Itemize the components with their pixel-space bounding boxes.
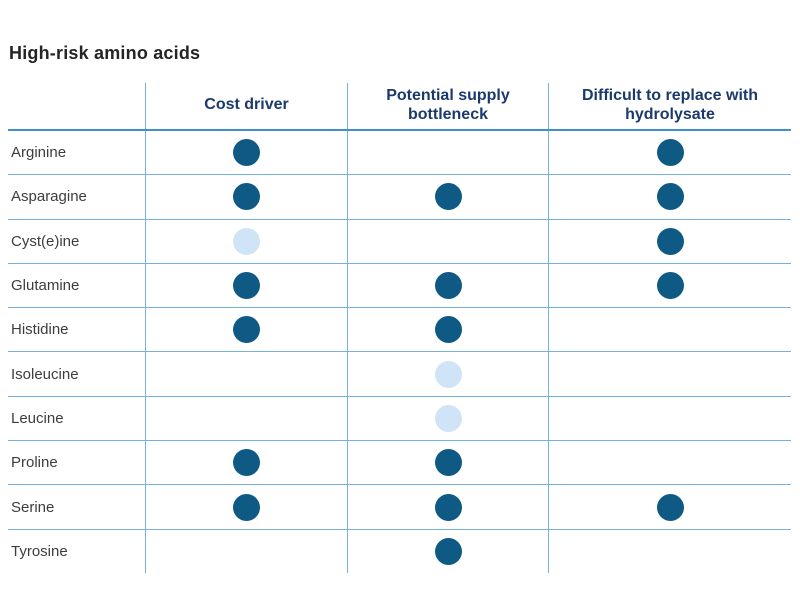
- matrix-cell: [347, 441, 548, 485]
- matrix-cell: [548, 263, 791, 308]
- matrix-cell: [347, 263, 548, 308]
- dark-dot-marker: [656, 272, 684, 300]
- matrix-cell: [548, 396, 791, 441]
- matrix-cell: [548, 441, 791, 485]
- row-label: Leucine: [11, 409, 64, 427]
- row-label: Arginine: [11, 144, 67, 162]
- matrix-cell: [548, 529, 791, 573]
- row-label: Serine: [11, 498, 55, 516]
- dark-dot-marker: [434, 449, 462, 477]
- row-label: Isoleucine: [11, 365, 79, 383]
- matrix-cell: [145, 529, 347, 573]
- dark-dot-marker: [233, 272, 260, 300]
- matrix-cell: [347, 308, 548, 352]
- header-spacer-cell: [8, 83, 145, 129]
- matrix-cell: [145, 352, 347, 396]
- matrix-cell: [347, 396, 548, 441]
- dark-dot-marker: [656, 139, 684, 167]
- matrix-cell: [145, 263, 347, 308]
- matrix-cell: [145, 219, 347, 263]
- matrix-body: Arginine Asparagine Cyst(e)ine Glutamine His…: [8, 131, 791, 573]
- matrix-cell: [347, 131, 548, 175]
- matrix-cell: [347, 485, 548, 529]
- dark-dot-marker: [434, 537, 462, 565]
- matrix-cell: [145, 441, 347, 485]
- light-dot-marker: [434, 404, 462, 432]
- table-row: Tyrosine: [8, 529, 791, 573]
- dark-dot-marker: [656, 227, 684, 255]
- dark-dot-marker: [233, 316, 260, 344]
- table-row: Arginine: [8, 131, 791, 176]
- dark-dot-marker: [233, 449, 260, 477]
- dark-dot-marker: [434, 493, 462, 521]
- matrix-cell: [548, 308, 791, 352]
- row-label: Asparagine: [11, 188, 87, 206]
- matrix-header-row: Cost driver Potential supply bottleneck …: [8, 83, 791, 131]
- amino-acid-risk-matrix: Cost driver Potential supply bottleneck …: [8, 83, 791, 573]
- matrix-cell: [548, 485, 791, 529]
- matrix-cell: [548, 219, 791, 263]
- table-row: Cyst(e)ine: [8, 219, 791, 264]
- dark-dot-marker: [434, 272, 462, 300]
- dark-dot-marker: [233, 183, 260, 211]
- matrix-cell: [548, 131, 791, 175]
- matrix-cell: [347, 219, 548, 263]
- matrix-cell: [347, 352, 548, 396]
- table-row: Proline: [8, 441, 791, 486]
- light-dot-marker: [233, 227, 260, 255]
- dark-dot-marker: [233, 139, 260, 167]
- row-label: Proline: [11, 454, 58, 472]
- row-label: Histidine: [11, 321, 69, 339]
- table-row: Leucine: [8, 396, 791, 442]
- row-label: Cyst(e)ine: [11, 232, 80, 250]
- light-dot-marker: [434, 360, 462, 388]
- dark-dot-marker: [656, 493, 684, 521]
- matrix-cell: [145, 308, 347, 352]
- table-row: Isoleucine: [8, 352, 791, 397]
- dark-dot-marker: [434, 183, 462, 211]
- matrix-cell: [145, 131, 347, 175]
- matrix-cell: [145, 485, 347, 529]
- matrix-cell: [145, 175, 347, 219]
- matrix-cell: [548, 175, 791, 219]
- matrix-cell: [347, 529, 548, 573]
- matrix-cell: [145, 396, 347, 441]
- matrix-cell: [548, 352, 791, 396]
- table-row: Serine: [8, 485, 791, 530]
- column-header-cost-driver: Cost driver: [145, 83, 347, 129]
- table-row: Glutamine: [8, 263, 791, 309]
- table-row: Histidine: [8, 308, 791, 353]
- row-label: Tyrosine: [11, 542, 68, 560]
- column-header-difficult-replace: Difficult to replace with hydrolysate: [548, 83, 791, 129]
- column-header-supply-bottleneck: Potential supply bottleneck: [347, 83, 548, 129]
- dark-dot-marker: [233, 493, 260, 521]
- page-title: High-risk amino acids: [9, 43, 201, 63]
- matrix-cell: [347, 175, 548, 219]
- dark-dot-marker: [434, 316, 462, 344]
- table-row: Asparagine: [8, 175, 791, 220]
- row-label: Glutamine: [11, 277, 80, 295]
- dark-dot-marker: [656, 183, 684, 211]
